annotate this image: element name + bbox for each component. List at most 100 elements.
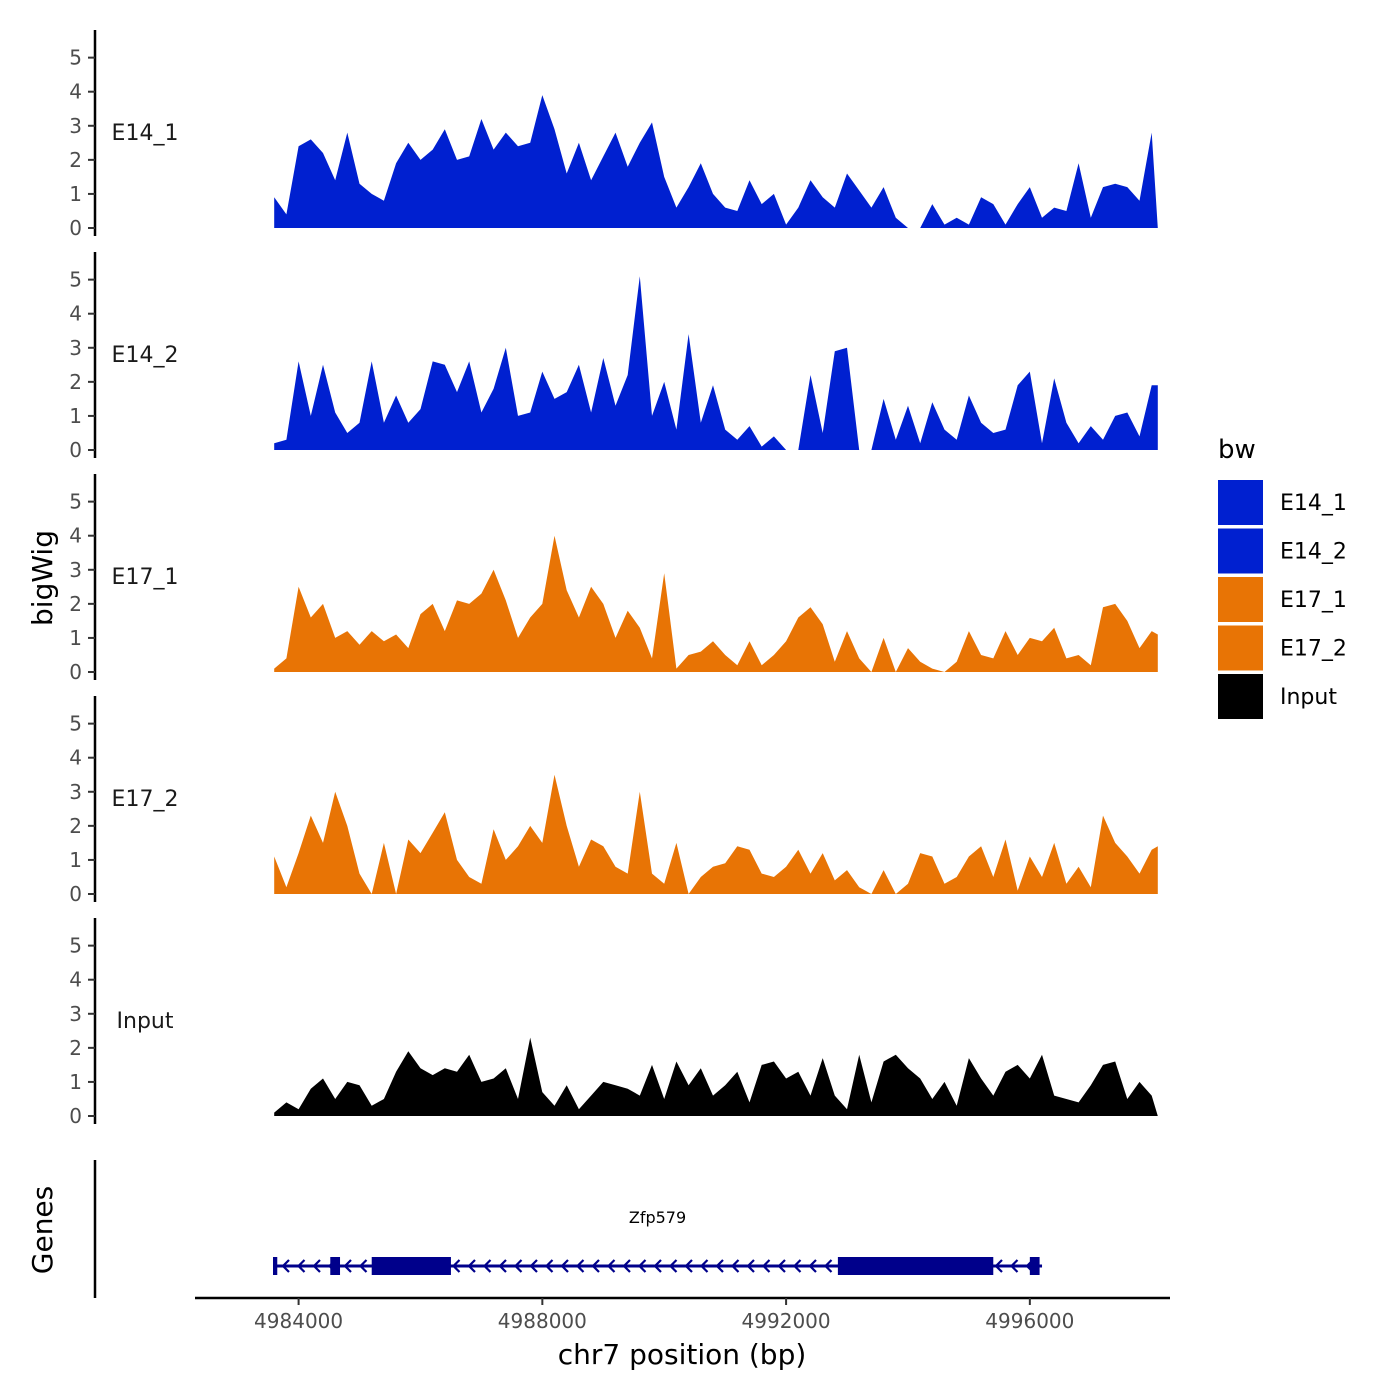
series-area-e17-2 (274, 774, 1158, 894)
legend-title: bw (1218, 435, 1256, 465)
legend-label: E14_2 (1280, 540, 1347, 565)
legend-key-e17-1 (1218, 577, 1263, 622)
track-e14-1: 0 1 2 3 4 5 E14_1 (69, 30, 1158, 240)
strand-arrow (637, 1259, 647, 1273)
legend-key-e17-2 (1218, 625, 1263, 671)
y-tick-label: 2 (69, 592, 82, 616)
tracks: 0 1 2 3 4 5 E14_1 0 1 2 3 4 5 E14_2 0 1 2 3 4 5 E17_1 0 1 2 3 4 5 E… (69, 30, 1158, 1128)
strand-arrow (374, 1259, 383, 1273)
legend-label: E17_2 (1280, 637, 1347, 662)
x-tick-label: 4992000 (742, 1309, 831, 1333)
strand-arrow (281, 1259, 290, 1273)
gene-exon (1029, 1257, 1040, 1275)
strand-arrow (451, 1259, 461, 1273)
strand-arrow (901, 1259, 910, 1273)
strand-arrow (560, 1259, 569, 1273)
x-axis: 4984000 4988000 4992000 4996000 (195, 1296, 1170, 1333)
strand-arrow (296, 1259, 306, 1273)
x-tick-label: 4996000 (985, 1309, 1074, 1333)
strand-arrow (792, 1259, 802, 1273)
strand-arrow (529, 1259, 538, 1273)
strand-arrow (808, 1259, 817, 1273)
y-tick-label: 5 (69, 268, 82, 292)
y-tick-label: 1 (69, 626, 82, 650)
strand-arrow (467, 1259, 476, 1273)
track-e17-1: 0 1 2 3 4 5 E17_1 (69, 474, 1158, 684)
strand-arrow (870, 1259, 879, 1273)
strand-arrow (839, 1259, 848, 1273)
strand-arrow (312, 1259, 321, 1273)
y-tick-label: 0 (69, 882, 82, 906)
legend-label: E14_1 (1280, 491, 1347, 516)
strand-arrow (358, 1259, 368, 1273)
y-tick-label: 2 (69, 814, 82, 838)
gene-exon (371, 1257, 451, 1275)
legend-label: E17_1 (1280, 588, 1347, 613)
x-tick-label: 4984000 (254, 1309, 343, 1333)
strand-arrow (606, 1259, 616, 1273)
series-area-e14-2 (274, 276, 1158, 450)
strand-arrow (684, 1259, 693, 1273)
track-e17-2: 0 1 2 3 4 5 E17_2 (69, 696, 1158, 906)
x-tick-label: 4988000 (498, 1309, 587, 1333)
y-tick-label: 0 (69, 216, 82, 240)
gene-exon (273, 1257, 278, 1275)
strand-arrow (746, 1259, 755, 1273)
y-tick-label: 5 (69, 490, 82, 514)
y-tick-label: 5 (69, 934, 82, 958)
series-area-e14-1 (274, 95, 1158, 228)
strand-arrow (591, 1259, 600, 1273)
track-e14-2: 0 1 2 3 4 5 E14_2 (69, 252, 1158, 462)
strand-arrow (963, 1259, 972, 1273)
y-tick-label: 1 (69, 848, 82, 872)
strand-arrow (761, 1259, 771, 1273)
y-tick-label: 3 (69, 780, 82, 804)
strand-arrow (1025, 1259, 1034, 1273)
y-tick-label: 2 (69, 370, 82, 394)
strand-arrow (947, 1259, 957, 1273)
y-tick-label: 4 (69, 80, 82, 104)
y-tick-label: 4 (69, 302, 82, 326)
y-axis-title: bigWig (26, 530, 59, 626)
y-tick-label: 3 (69, 336, 82, 360)
strand-arrow (668, 1259, 678, 1273)
strand-arrow (777, 1259, 786, 1273)
y-tick-label: 0 (69, 660, 82, 684)
y-tick-label: 0 (69, 438, 82, 462)
strand-arrow (389, 1259, 399, 1273)
legend-label: Input (1280, 685, 1337, 710)
series-area-e17-1 (274, 535, 1158, 672)
strand-arrow (544, 1259, 554, 1273)
x-axis-title: chr7 position (bp) (558, 1338, 807, 1371)
y-tick-label: 0 (69, 1104, 82, 1128)
y-tick-label: 4 (69, 746, 82, 770)
strand-arrow (653, 1259, 662, 1273)
strand-arrow (405, 1259, 414, 1273)
strand-arrow (916, 1259, 926, 1273)
strand-arrow (932, 1259, 941, 1273)
y-tick-label: 5 (69, 46, 82, 70)
strand-arrow (994, 1259, 1003, 1273)
gene-exon (330, 1257, 341, 1275)
track-label: Input (117, 1009, 174, 1034)
strand-arrow (420, 1259, 430, 1273)
track-label: E17_1 (112, 565, 179, 590)
y-tick-label: 4 (69, 968, 82, 992)
y-tick-label: 3 (69, 558, 82, 582)
track-label: E14_1 (112, 121, 179, 146)
strand-arrow (575, 1259, 585, 1273)
legend-key-e14-2 (1218, 528, 1263, 574)
strand-arrow (1009, 1259, 1019, 1273)
legend-key-input (1218, 674, 1263, 719)
strand-arrow (699, 1259, 709, 1273)
strand-arrow (513, 1259, 523, 1273)
series-area-input (274, 1037, 1158, 1116)
y-tick-label: 1 (69, 182, 82, 206)
strand-arrow (482, 1259, 492, 1273)
y-tick-label: 2 (69, 148, 82, 172)
strand-arrow (715, 1259, 724, 1273)
strand-arrow (823, 1259, 833, 1273)
y-tick-label: 3 (69, 1002, 82, 1026)
strand-arrow (498, 1259, 507, 1273)
legend: bw E14_1 E14_2 E17_1 E17_2 Input (1218, 435, 1347, 719)
